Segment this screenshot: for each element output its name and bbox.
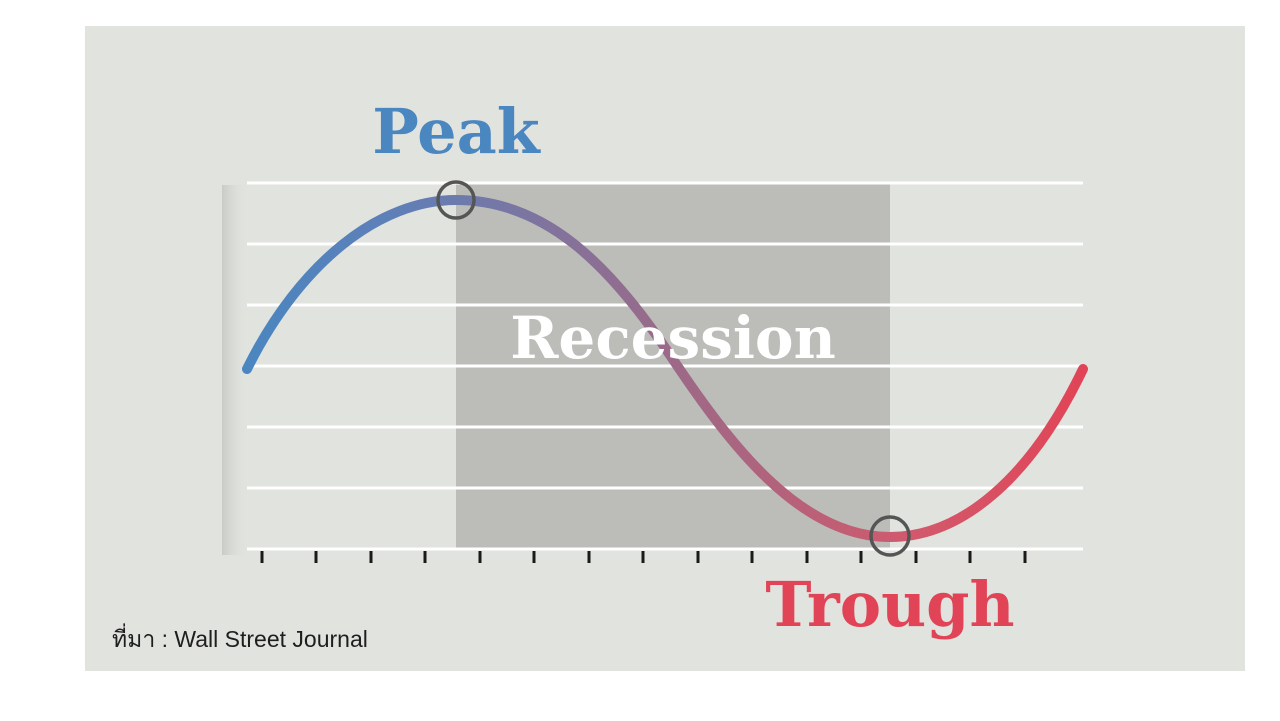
axis-ticks (260, 551, 1027, 563)
trough-marker (869, 515, 911, 557)
peak-marker (436, 180, 476, 220)
trough-label: Trough (765, 568, 1014, 641)
cycle-curve (242, 194, 1088, 543)
gridlines (247, 181, 1083, 551)
peak-label: Peak (372, 95, 542, 168)
recession-label: Recession (510, 304, 836, 372)
source-caption: ที่มา : Wall Street Journal (112, 626, 368, 652)
